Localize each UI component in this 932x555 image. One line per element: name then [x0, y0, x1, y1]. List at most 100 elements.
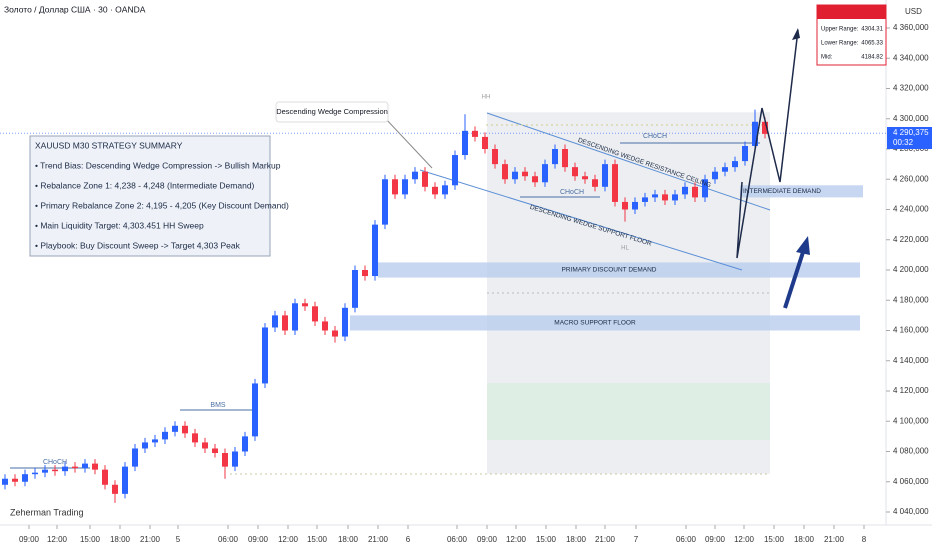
x-tick-label: 15:00	[536, 535, 557, 544]
zone	[378, 262, 860, 278]
price-tag-label: 4 290,375	[893, 128, 929, 137]
callout-line	[384, 117, 433, 169]
candle-body	[112, 484, 118, 494]
candle-body	[462, 130, 468, 156]
candle-body	[542, 164, 548, 183]
hl-label: HL	[621, 246, 629, 252]
candle-body	[432, 186, 438, 195]
candle-body	[72, 466, 78, 469]
y-tick-label: 4 220,000	[893, 235, 929, 244]
candle-body	[252, 383, 258, 437]
summary-lines: • Trend Bias: Descending Wedge Compressi…	[35, 160, 289, 250]
candle-body	[722, 167, 728, 172]
candle-body	[352, 270, 358, 308]
info-label: Lower Range:	[821, 41, 859, 47]
candle-body	[262, 327, 268, 384]
candle-body	[552, 149, 558, 165]
candle-body	[342, 307, 348, 337]
y-tick-label: 4 140,000	[893, 356, 929, 365]
candle-body	[452, 155, 458, 186]
info-rows: Upper Range: 4304.31 Lower Range: 4065.33 Mi…	[821, 27, 884, 61]
countdown: 00:32	[893, 138, 914, 147]
candle-body	[182, 425, 188, 434]
candle-body	[612, 164, 618, 202]
y-tick-label: 4 300,000	[893, 114, 929, 123]
candle-body	[652, 194, 658, 198]
candle-body	[442, 185, 448, 195]
zone-label: MACRO SUPPORT FLOOR	[554, 320, 636, 327]
x-tick-label: 12:00	[278, 535, 299, 544]
choch-label: CHoCH	[560, 189, 584, 196]
x-tick-label: 5	[176, 535, 181, 544]
candle-body	[372, 224, 378, 277]
y-tick-label: 4 180,000	[893, 295, 929, 304]
y-tick-label: 4 100,000	[893, 416, 929, 425]
info-value: 4065.33	[861, 41, 883, 47]
x-tick-label: 18:00	[338, 535, 359, 544]
x-tick-label: 8	[862, 535, 867, 544]
x-tick-label: 18:00	[794, 535, 815, 544]
candle-body	[712, 171, 718, 180]
candle-body	[2, 478, 8, 485]
summary-line: • Trend Bias: Descending Wedge Compressi…	[35, 160, 281, 170]
candle-body	[682, 186, 688, 195]
y-tick-label: 4 120,000	[893, 386, 929, 395]
candle-body	[122, 466, 128, 494]
hh-label: HH	[482, 95, 491, 101]
candle-body	[392, 179, 398, 195]
y-tick-label: 4 060,000	[893, 477, 929, 486]
x-tick-label: 21:00	[368, 535, 389, 544]
x-tick-label: 09:00	[705, 535, 726, 544]
candle-body	[332, 330, 338, 337]
y-tick-label: 4 260,000	[893, 174, 929, 183]
candle-body	[22, 474, 28, 482]
x-tick-label: 06:00	[676, 535, 697, 544]
candle-body	[592, 179, 598, 187]
callout-text: Descending Wedge Compression	[276, 107, 388, 116]
candle-body	[692, 186, 698, 198]
candle-body	[322, 321, 328, 331]
x-tick-label: 09:00	[477, 535, 498, 544]
info-header	[817, 5, 886, 19]
info-label: Mid:	[821, 55, 833, 61]
candle-body	[562, 149, 568, 168]
summary-line: • Main Liquidity Target: 4,303.451 HH Sw…	[35, 220, 204, 230]
candle-body	[522, 171, 528, 177]
x-tick-label: 15:00	[80, 535, 101, 544]
candle-body	[312, 306, 318, 322]
candle-body	[492, 149, 498, 165]
candle-body	[572, 167, 578, 177]
candle-body	[752, 121, 758, 146]
candle-body	[602, 164, 608, 187]
summary-line: • Rebalance Zone 1: 4,238 - 4,248 (Inter…	[35, 180, 255, 190]
candle-body	[532, 176, 538, 183]
candle-body	[132, 448, 138, 467]
x-tick-label: 6	[406, 535, 411, 544]
choch-label: CHoCH	[643, 133, 667, 140]
candle-body	[632, 201, 638, 210]
candle-body	[92, 463, 98, 470]
info-label: Upper Range:	[821, 27, 859, 33]
price-tag	[887, 127, 932, 149]
bull-arrow	[783, 245, 807, 309]
y-tick-label: 4 040,000	[893, 507, 929, 516]
y-tick-label: 4 360,000	[893, 23, 929, 32]
candle-body	[172, 425, 178, 432]
candle-body	[292, 303, 298, 331]
candle-body	[642, 197, 648, 202]
x-tick-label: 12:00	[506, 535, 527, 544]
candle-body	[82, 463, 88, 469]
info-value: 4304.31	[861, 27, 883, 33]
candle-body	[12, 478, 18, 482]
candle-body	[582, 176, 588, 180]
x-tick-label: 18:00	[110, 535, 131, 544]
y-tick-label: 4 080,000	[893, 447, 929, 456]
candle-body	[102, 469, 108, 485]
candle-body	[472, 130, 478, 137]
candle-body	[622, 201, 628, 210]
candle-body	[162, 431, 168, 440]
zone-label: PRIMARY DISCOUNT DEMAND	[562, 267, 657, 274]
candle-body	[502, 164, 508, 180]
projection-box	[487, 383, 770, 440]
